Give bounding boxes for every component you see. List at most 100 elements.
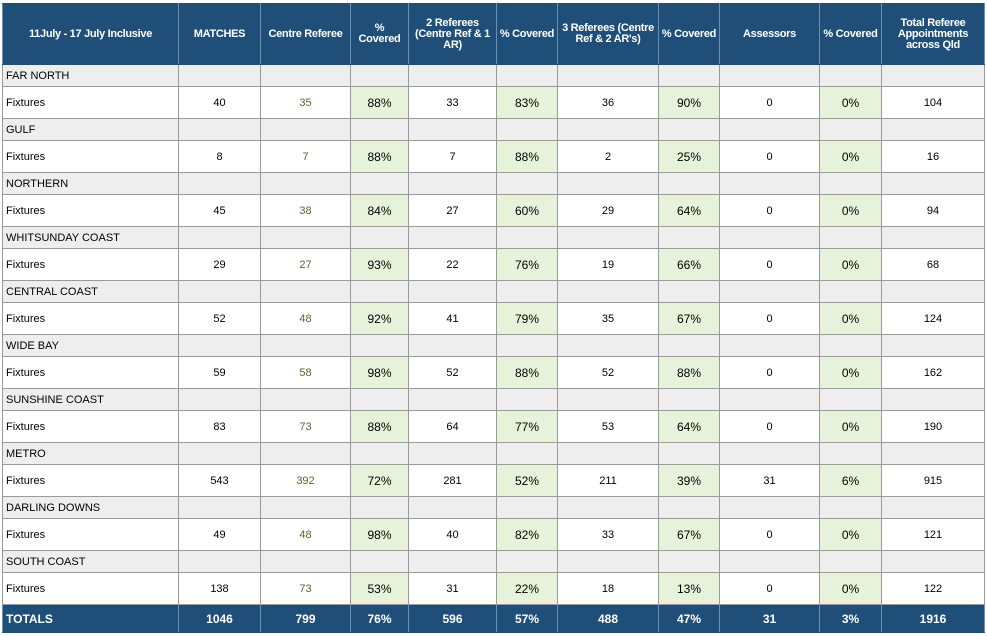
region-header-spacer [719,64,820,87]
region-header-spacer [881,172,985,195]
total-appointments-cell: 190 [881,410,985,443]
region-header-spacer [178,118,261,141]
region-header-row-darling-downs: DARLING DOWNS [2,496,985,519]
three-pct-cell: 66% [658,248,720,281]
region-header-spacer [350,442,409,465]
assess-pct-cell: 0% [819,356,882,389]
region-header-spacer [178,550,261,573]
two-pct-cell: 82% [496,518,558,551]
three-referees-cell: 211 [557,464,659,497]
total-appointments-cell: 121 [881,518,985,551]
fixtures-label: Fixtures [2,464,179,497]
region-header-spacer [658,64,720,87]
region-header-spacer [658,172,720,195]
total-appointments-cell: 122 [881,572,985,605]
fixtures-row-darling-downs: Fixtures 49 48 98% 40 82% 33 67% 0 0% 121 [2,518,985,551]
centre-pct-cell: 84% [350,194,409,227]
region-header-spacer [557,280,659,303]
region-header-spacer [557,118,659,141]
fixtures-label: Fixtures [2,248,179,281]
total-appointments-cell: 124 [881,302,985,335]
region-header-spacer [260,388,351,411]
region-header-spacer [719,550,820,573]
matches-cell: 543 [178,464,261,497]
region-header-spacer [178,388,261,411]
matches-cell: 40 [178,86,261,119]
region-header-spacer [496,550,558,573]
three-pct-cell: 39% [658,464,720,497]
fixtures-label: Fixtures [2,194,179,227]
fixtures-label: Fixtures [2,518,179,551]
fixtures-row-northern: Fixtures 45 38 84% 27 60% 29 64% 0 0% 94 [2,194,985,227]
region-header-spacer [178,226,261,249]
assessors-cell: 0 [719,410,820,443]
region-header-spacer [881,64,985,87]
region-header-spacer [178,442,261,465]
region-header-spacer [658,280,720,303]
two-referees-cell: 27 [408,194,497,227]
region-header-spacer [658,388,720,411]
header-centre-pct: % Covered [350,3,409,65]
assessors-cell: 0 [719,572,820,605]
two-referees-cell: 33 [408,86,497,119]
region-header-spacer [496,226,558,249]
region-header-spacer [496,118,558,141]
totals-two-pct: 57% [496,604,558,633]
three-pct-cell: 67% [658,518,720,551]
region-header-spacer [496,64,558,87]
region-header-row-gulf: GULF [2,118,985,141]
totals-centre-pct: 76% [350,604,409,633]
assessors-cell: 0 [719,194,820,227]
region-header-spacer [719,226,820,249]
region-name: METRO [2,442,179,465]
centre-referee-cell: 7 [260,140,351,173]
region-header-spacer [557,226,659,249]
fixtures-row-whitsunday-coast: Fixtures 29 27 93% 22 76% 19 66% 0 0% 68 [2,248,985,281]
region-header-spacer [260,64,351,87]
total-appointments-cell: 94 [881,194,985,227]
fixtures-label: Fixtures [2,356,179,389]
region-header-spacer [557,64,659,87]
two-pct-cell: 52% [496,464,558,497]
assessors-cell: 0 [719,140,820,173]
fixtures-row-south-coast: Fixtures 138 73 53% 31 22% 18 13% 0 0% 122 [2,572,985,605]
fixtures-label: Fixtures [2,572,179,605]
referee-coverage-report: 11July - 17 July Inclusive MATCHES Centr… [2,3,985,633]
region-header-spacer [178,64,261,87]
region-header-spacer [350,550,409,573]
assess-pct-cell: 0% [819,248,882,281]
region-header-spacer [881,280,985,303]
two-pct-cell: 76% [496,248,558,281]
region-header-spacer [658,226,720,249]
region-header-spacer [719,496,820,519]
matches-cell: 138 [178,572,261,605]
two-pct-cell: 88% [496,140,558,173]
totals-two-ref: 596 [408,604,497,633]
totals-matches: 1046 [178,604,261,633]
totals-row: TOTALS 1046 799 76% 596 57% 488 47% 31 3… [2,604,985,633]
region-header-spacer [350,226,409,249]
centre-pct-cell: 88% [350,410,409,443]
three-referees-cell: 35 [557,302,659,335]
matches-cell: 59 [178,356,261,389]
two-referees-cell: 7 [408,140,497,173]
region-header-spacer [719,118,820,141]
region-header-spacer [260,496,351,519]
region-header-spacer [408,334,497,357]
centre-pct-cell: 88% [350,140,409,173]
region-header-spacer [819,388,882,411]
three-pct-cell: 25% [658,140,720,173]
three-pct-cell: 67% [658,302,720,335]
header-centre-referee: Centre Referee [260,3,351,65]
region-header-row-central-coast: CENTRAL COAST [2,280,985,303]
centre-referee-cell: 48 [260,518,351,551]
region-header-spacer [819,280,882,303]
region-header-spacer [260,550,351,573]
region-header-spacer [658,118,720,141]
matches-cell: 49 [178,518,261,551]
two-pct-cell: 77% [496,410,558,443]
region-header-spacer [350,118,409,141]
centre-referee-cell: 38 [260,194,351,227]
two-referees-cell: 281 [408,464,497,497]
header-assessors: Assessors [719,3,820,65]
